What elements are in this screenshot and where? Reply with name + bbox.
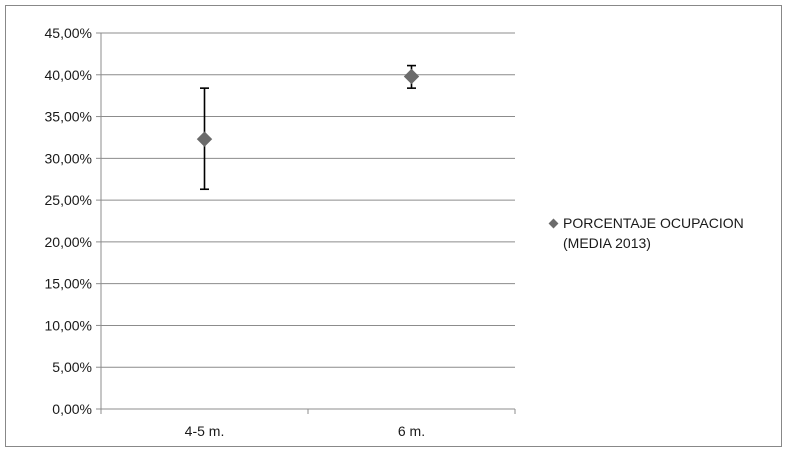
legend: PORCENTAJE OCUPACION (MEDIA 2013) (548, 213, 783, 253)
y-tick-label: 5,00% (52, 359, 92, 375)
chart-frame (5, 5, 782, 447)
y-tick-label: 30,00% (45, 150, 92, 166)
y-tick-label: 0,00% (52, 401, 92, 417)
legend-label-line2: (MEDIA 2013) (563, 235, 651, 251)
error-bars (200, 64, 416, 191)
y-tick-label: 20,00% (45, 234, 92, 250)
x-tick-label: 4-5 m. (185, 423, 225, 439)
gridlines (101, 32, 515, 368)
data-point-diamond (196, 131, 213, 147)
axes (96, 32, 516, 414)
y-tick-label: 45,00% (45, 25, 92, 41)
data-points (196, 68, 420, 147)
y-tick-labels: 0,00% 5,00% 10,00% 15,00% 20,00% 25,00% 30,00%… (45, 25, 92, 417)
y-tick-label: 40,00% (45, 67, 92, 83)
data-point-diamond (403, 68, 420, 85)
y-tick-label: 35,00% (45, 109, 92, 125)
x-tick-label: 6 m. (398, 423, 425, 439)
x-tick-labels: 4-5 m. 6 m. (185, 423, 425, 439)
legend-label-line1: PORCENTAJE OCUPACION (563, 215, 744, 231)
legend-diamond-icon (548, 218, 559, 229)
legend-label: PORCENTAJE OCUPACION (MEDIA 2013) (563, 213, 744, 253)
y-tick-label: 25,00% (45, 192, 92, 208)
y-tick-label: 15,00% (45, 276, 92, 292)
y-tick-label: 10,00% (45, 317, 92, 333)
